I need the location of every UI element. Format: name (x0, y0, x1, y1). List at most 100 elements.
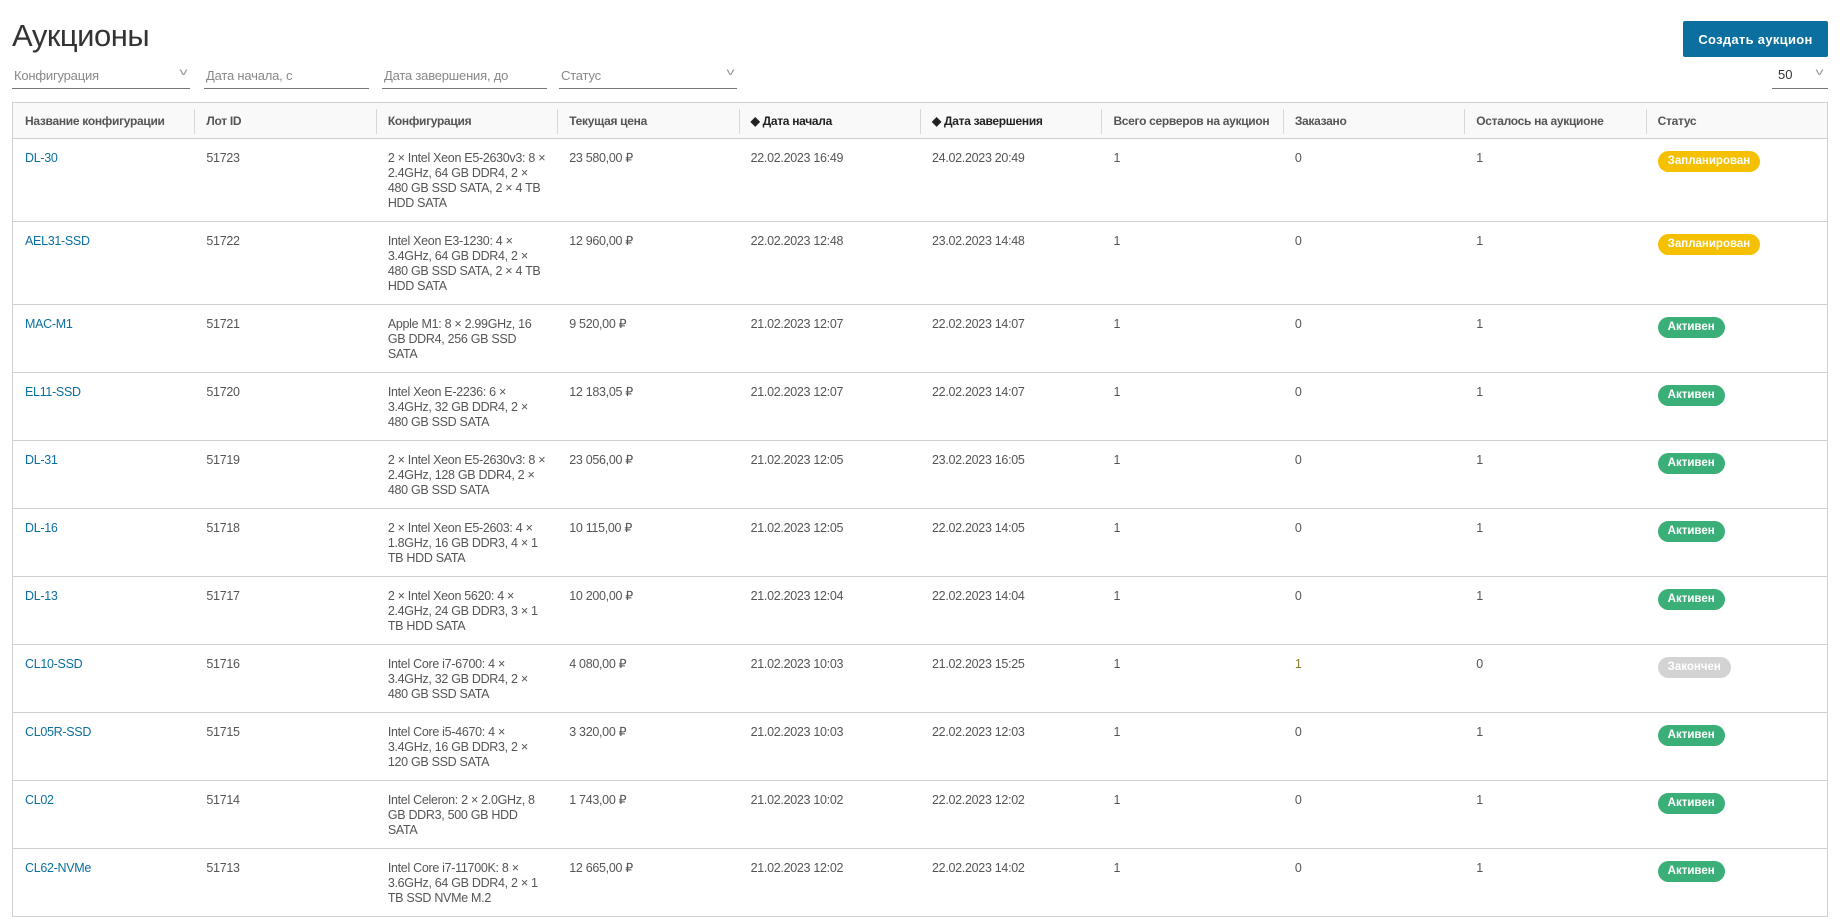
cell-ordered-count: 0 (1283, 373, 1464, 440)
start-date: 21.02.2023 10:03 (750, 657, 844, 671)
lot-id: 51722 (206, 234, 240, 248)
cell-configuration: Intel Celeron: 2 × 2.0GHz, 8 GB DDR3, 50… (376, 781, 557, 848)
cell-status-badge: Активен (1646, 713, 1827, 780)
cell-status-badge: Активен (1646, 441, 1827, 508)
config-name-link[interactable]: EL11-SSD (25, 385, 81, 399)
lot-id: 51717 (206, 589, 240, 603)
remaining-count: 1 (1476, 234, 1483, 248)
cell-remaining-count: 1 (1464, 713, 1645, 780)
cell-total-servers: 1 (1101, 713, 1282, 780)
start-date-input[interactable]: Дата начала, с (204, 62, 369, 89)
status-select[interactable]: Статус v (559, 62, 737, 89)
cell-current-price: 9 520,00 ₽ (557, 305, 738, 372)
configuration-select[interactable]: Конфигурация v (12, 62, 190, 89)
cell-config-name-link: CL02 (13, 781, 194, 848)
ordered-count: 0 (1294, 453, 1302, 467)
cell-config-name-link: CL62-NVMe (13, 849, 194, 916)
config-name-link[interactable]: CL10-SSD (25, 657, 83, 671)
table-row: CL02 51714 Intel Celeron: 2 × 2.0GHz, 8 GB… (13, 781, 1827, 849)
end-date: 24.02.2023 20:49 (932, 151, 1025, 165)
cell-remaining-count: 1 (1464, 139, 1645, 221)
status-placeholder: Статус (561, 68, 601, 83)
cell-end-date: 22.02.2023 14:05 (920, 509, 1101, 576)
start-date: 21.02.2023 12:05 (750, 521, 844, 535)
status-badge: Активен (1657, 453, 1725, 474)
table-row: DL-16 51718 2 × Intel Xeon E5-2603: 4 × 1.… (13, 509, 1827, 577)
ordered-count: 0 (1294, 234, 1302, 248)
configuration: 2 × Intel Xeon E5-2630v3: 8 × 2.4GHz, 64… (387, 151, 546, 210)
current-price: 10 115,00 ₽ (569, 521, 633, 535)
column-header[interactable]: ◆ Дата начала (738, 103, 920, 138)
config-name-link[interactable]: DL-30 (25, 151, 58, 165)
end-date: 22.02.2023 14:04 (932, 589, 1025, 603)
config-name-link[interactable]: CL05R-SSD (25, 725, 92, 739)
end-date: 23.02.2023 16:05 (932, 453, 1025, 467)
cell-ordered-count: 0 (1283, 305, 1464, 372)
cell-start-date: 21.02.2023 12:07 (739, 373, 920, 440)
cell-status-badge: Закончен (1646, 645, 1827, 712)
column-header: Всего серверов на аукцион (1101, 103, 1282, 138)
cell-config-name-link: EL11-SSD (13, 373, 194, 440)
config-name-link[interactable]: AEL31-SSD (25, 234, 90, 248)
table-row: AEL31-SSD 51722 Intel Xeon E3-1230: 4 × 3.… (13, 222, 1827, 305)
end-date-input[interactable]: Дата завершения, до (382, 62, 547, 89)
cell-remaining-count: 1 (1464, 781, 1645, 848)
config-name-link[interactable]: MAC-M1 (25, 317, 73, 331)
create-auction-button[interactable]: Создать аукцион (1683, 21, 1828, 57)
column-header: Заказано (1282, 103, 1464, 138)
start-date: 21.02.2023 12:04 (750, 589, 844, 603)
cell-configuration: Intel Core i7-11700K: 8 × 3.6GHz, 64 GB … (376, 849, 557, 916)
cell-end-date: 22.02.2023 14:07 (920, 305, 1101, 372)
start-date: 22.02.2023 12:48 (750, 234, 844, 248)
ordered-count: 0 (1294, 151, 1302, 165)
configuration-placeholder: Конфигурация (14, 68, 99, 83)
end-date: 22.02.2023 14:07 (932, 385, 1025, 399)
end-date: 22.02.2023 12:02 (932, 793, 1025, 807)
end-date: 22.02.2023 14:02 (932, 861, 1025, 875)
cell-end-date: 21.02.2023 15:25 (920, 645, 1101, 712)
table-row: CL05R-SSD 51715 Intel Core i5-4670: 4 × 3.… (13, 713, 1827, 781)
page-title: Аукционы (12, 18, 150, 53)
total-servers: 1 (1113, 657, 1121, 671)
ordered-count: 0 (1294, 725, 1302, 739)
cell-config-name-link: CL05R-SSD (13, 713, 194, 780)
cell-start-date: 21.02.2023 12:05 (739, 509, 920, 576)
current-price: 4 080,00 ₽ (569, 657, 627, 671)
cell-configuration: 2 × Intel Xeon E5-2603: 4 × 1.8GHz, 16 G… (376, 509, 557, 576)
remaining-count: 1 (1476, 385, 1483, 399)
remaining-count: 1 (1476, 521, 1483, 535)
total-servers: 1 (1113, 385, 1121, 399)
lot-id: 51720 (206, 385, 240, 399)
config-name-link[interactable]: CL02 (25, 793, 54, 807)
cell-config-name-link: DL-30 (13, 139, 194, 221)
cell-end-date: 22.02.2023 14:04 (920, 577, 1101, 644)
per-page-select[interactable]: 50 v (1772, 62, 1828, 89)
config-name-link[interactable]: DL-31 (25, 453, 58, 467)
config-name-link[interactable]: CL62-NVMe (25, 861, 92, 875)
cell-lot-id: 51713 (194, 849, 375, 916)
ordered-count: 0 (1294, 385, 1302, 399)
config-name-link[interactable]: DL-16 (25, 521, 58, 535)
cell-ordered-count: 0 (1283, 577, 1464, 644)
current-price: 3 320,00 ₽ (569, 725, 627, 739)
start-date: 21.02.2023 12:07 (750, 385, 844, 399)
cell-start-date: 22.02.2023 12:48 (739, 222, 920, 304)
total-servers: 1 (1113, 521, 1121, 535)
cell-configuration: Intel Core i7-6700: 4 × 3.4GHz, 32 GB DD… (376, 645, 557, 712)
ordered-count: 1 (1294, 657, 1302, 671)
cell-current-price: 23 056,00 ₽ (557, 441, 738, 508)
lot-id: 51716 (206, 657, 240, 671)
total-servers: 1 (1113, 234, 1121, 248)
ordered-count: 0 (1294, 861, 1302, 875)
start-date: 21.02.2023 12:02 (750, 861, 844, 875)
cell-remaining-count: 1 (1464, 305, 1645, 372)
cell-lot-id: 51714 (194, 781, 375, 848)
configuration: 2 × Intel Xeon 5620: 4 × 2.4GHz, 24 GB D… (387, 589, 538, 633)
total-servers: 1 (1113, 317, 1121, 331)
column-header[interactable]: ◆ Дата завершения (920, 103, 1101, 138)
table-row: DL-13 51717 2 × Intel Xeon 5620: 4 × 2.4GH… (13, 577, 1827, 645)
configuration: 2 × Intel Xeon E5-2630v3: 8 × 2.4GHz, 12… (387, 453, 546, 497)
cell-status-badge: Активен (1646, 373, 1827, 440)
config-name-link[interactable]: DL-13 (25, 589, 58, 603)
cell-end-date: 22.02.2023 14:07 (920, 373, 1101, 440)
